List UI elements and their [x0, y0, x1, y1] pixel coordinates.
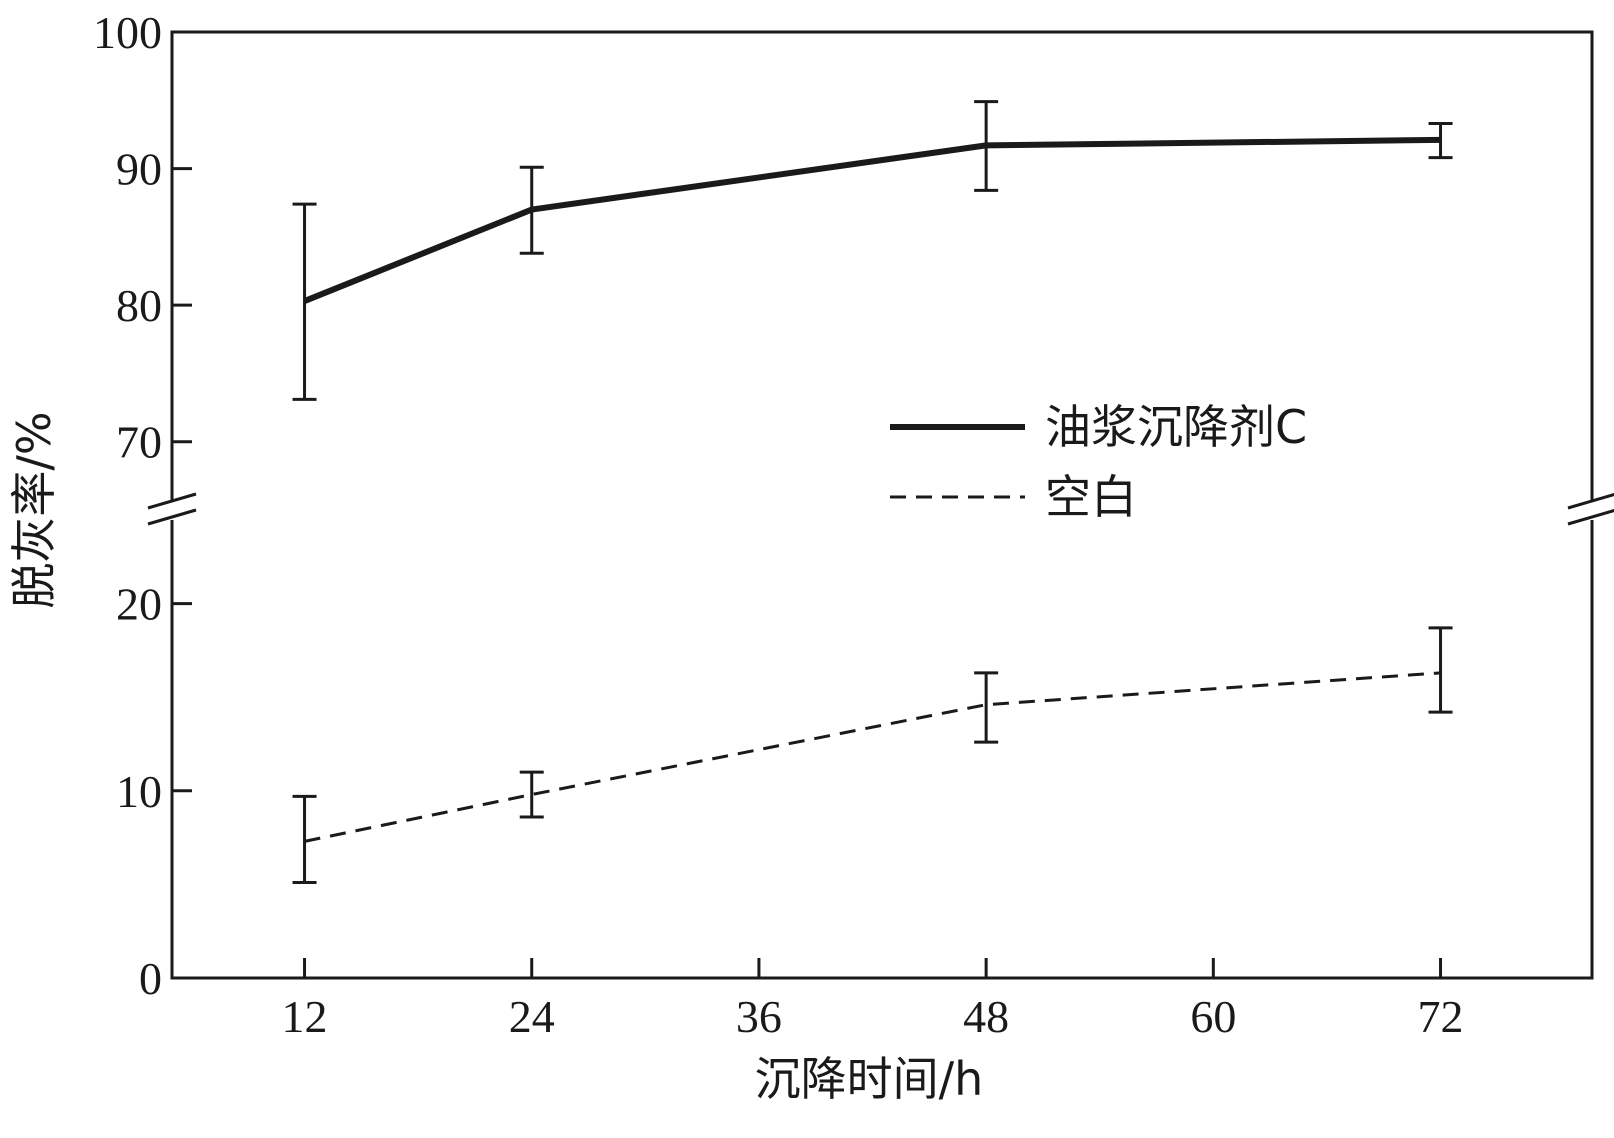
y-tick-label: 20 [116, 579, 162, 630]
legend-label-1: 油浆沉降剂C [1045, 400, 1307, 454]
x-tick-label: 60 [1190, 991, 1236, 1042]
x-tick-label: 48 [963, 991, 1009, 1042]
axis-break-slash [1567, 493, 1614, 510]
legend: 油浆沉降剂C 空白 [890, 400, 1307, 524]
y-tick-label: 0 [139, 953, 162, 1004]
y-tick-label: 10 [116, 766, 162, 817]
y-tick-label: 70 [116, 417, 162, 468]
plot-frame [170, 30, 1594, 980]
y-tick-label: 100 [93, 7, 162, 58]
plot-border [170, 30, 1594, 980]
legend-label-2: 空白 [1045, 470, 1137, 524]
axis-break-slash [147, 492, 197, 510]
series-line-1 [303, 136, 1441, 304]
x-axis-title: 沉降时间/h [755, 1052, 984, 1106]
x-axis-ticks: 12 24 36 48 60 72 [282, 958, 1464, 1042]
axis-break-marks [147, 492, 1614, 526]
series-line-2 [304, 671, 1441, 843]
axis-break-slash [147, 508, 197, 526]
x-tick-label: 24 [509, 991, 555, 1042]
x-tick-label: 12 [282, 991, 328, 1042]
series-layer [292, 100, 1453, 885]
y-axis-title: 脱灰率/% [7, 411, 61, 608]
y-axis-ticks: 0 10 20 70 80 90 100 [93, 7, 192, 1004]
y-tick-label: 80 [116, 280, 162, 331]
x-tick-label: 36 [736, 991, 782, 1042]
axis-break-slash [1567, 509, 1614, 526]
y-tick-label: 90 [116, 144, 162, 195]
x-tick-label: 72 [1418, 991, 1464, 1042]
